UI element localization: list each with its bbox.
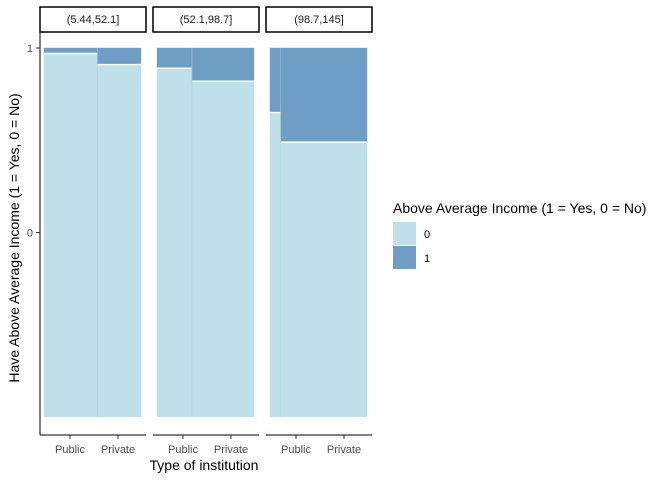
tile-private-0	[191, 80, 255, 418]
tile-private-1	[280, 47, 368, 143]
tile-public-0	[269, 112, 282, 418]
legend: Above Average Income (1 = Yes, 0 = No) 0…	[393, 200, 646, 269]
tile-private-1	[191, 47, 255, 82]
tile-private-1	[96, 47, 142, 66]
tile-public-1	[269, 47, 282, 114]
x-tick-label-private: Private	[101, 444, 135, 456]
facet-strip	[39, 6, 147, 33]
tile-public-0	[156, 67, 193, 418]
tile-private-0	[96, 64, 142, 418]
x-tick-label-public: Public	[55, 444, 85, 456]
facet-strip	[152, 6, 260, 33]
facet-strip-label: (98.7,145]	[294, 14, 344, 26]
x-tick-label-public: Public	[281, 444, 311, 456]
x-tick-label-private: Private	[214, 444, 248, 456]
facet-panel-2: (52.1,98.7] Public Private	[152, 6, 260, 456]
legend-label-1: 1	[424, 253, 430, 265]
legend-key-1	[393, 246, 416, 269]
facet-panels: (5.44,52.1] Public Private (52.1,98.7] Publi…	[27, 6, 373, 456]
facet-strip	[265, 6, 373, 33]
facet-strip-label: (5.44,52.1]	[67, 14, 120, 26]
x-tick-label-private: Private	[327, 444, 361, 456]
tile-public-1	[156, 47, 193, 69]
legend-key-0	[393, 222, 416, 245]
facet-panel-3: (98.7,145] Public Private	[265, 6, 373, 456]
y-tick-label-1: 1	[27, 43, 33, 55]
tile-public-1	[43, 47, 98, 55]
tile-public-0	[43, 53, 98, 418]
y-tick-label-0: 0	[27, 228, 33, 240]
legend-label-0: 0	[424, 229, 430, 241]
y-axis-title: Have Above Average Income (1 = Yes, 0 = …	[6, 93, 22, 382]
facet-panel-1: (5.44,52.1] Public Private	[39, 6, 147, 456]
tile-private-0	[280, 141, 368, 418]
facet-strip-label: (52.1,98.7]	[180, 14, 233, 26]
legend-title: Above Average Income (1 = Yes, 0 = No)	[393, 200, 646, 216]
x-tick-label-public: Public	[168, 444, 198, 456]
x-axis-title: Type of institution	[150, 457, 259, 473]
